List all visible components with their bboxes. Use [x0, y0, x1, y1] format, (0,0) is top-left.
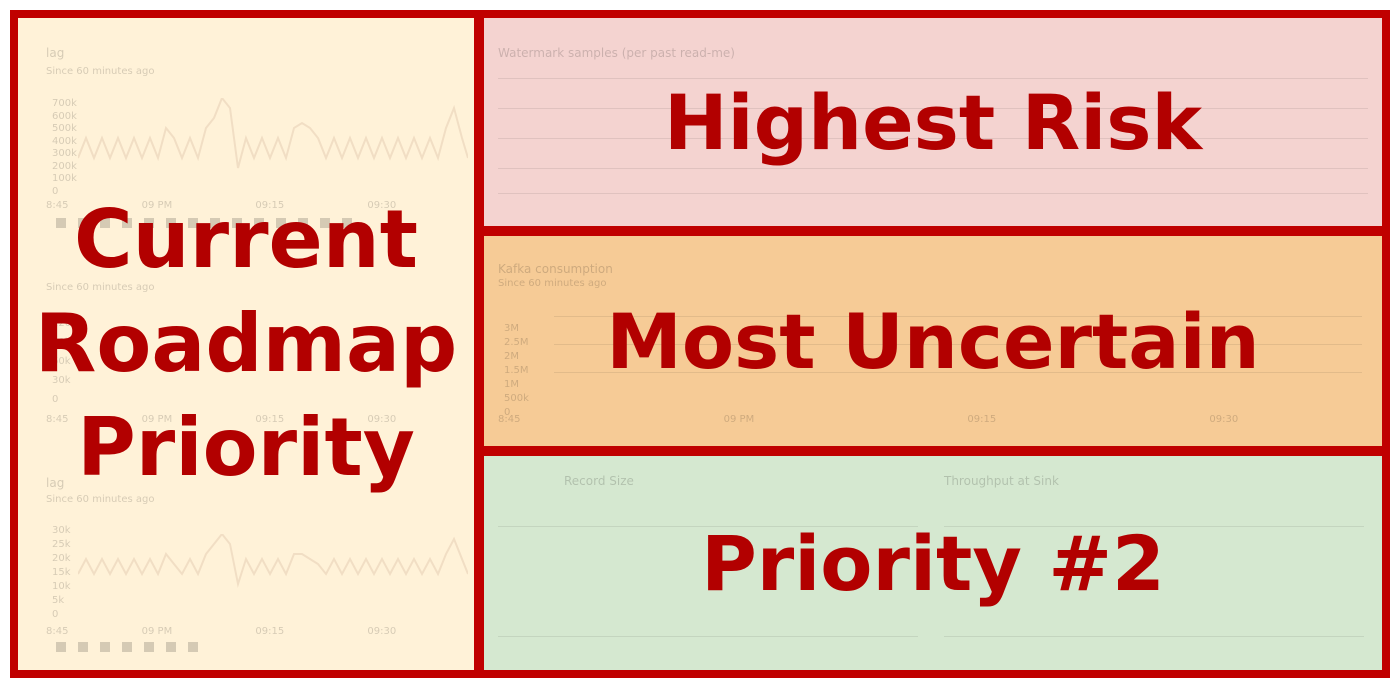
highest-risk-label: Highest Risk [663, 77, 1203, 167]
label-line-current: Current [73, 193, 418, 286]
most-uncertain-label: Most Uncertain [606, 296, 1260, 386]
bottom-chart-line [78, 534, 468, 604]
kafka-chart-x-ticks: 8:45 09 PM 09:15 09:30 [498, 414, 1239, 425]
bottom-chart-x-ticks: 8:45 09 PM 09:15 09:30 [46, 626, 397, 637]
throughput-chart-title: Throughput at Sink [944, 474, 1059, 488]
kafka-chart-subtitle: Since 60 minutes ago [498, 278, 607, 289]
lag-chart-subtitle: Since 60 minutes ago [46, 66, 155, 77]
kafka-chart-y-ticks: 3M 2.5M 2M 1.5M 1M 500k 0 [504, 323, 529, 418]
label-line-priority: Priority [77, 401, 415, 494]
priority-two-label: Priority #2 [701, 518, 1165, 608]
middle-chart-subtitle: Since 60 minutes ago [46, 282, 155, 293]
middle-chart-x-ticks: 8:45 09 PM 09:15 09:30 [46, 414, 397, 425]
lag-chart-y-ticks: 700k 600k 500k 400k 300k 200k 100k 0 [52, 98, 77, 197]
bottom-chart-legend [56, 642, 210, 655]
middle-chart-y-ticks: 120k 90k 60k 30k 0 [52, 318, 77, 405]
current-roadmap-panel: lag Since 60 minutes ago 700k 600k 500k 40… [18, 18, 474, 670]
kafka-chart-title: Kafka consumption [498, 262, 613, 276]
lag-chart-legend [56, 218, 364, 231]
watermark-chart-title: Watermark samples (per past read-me) [498, 46, 735, 60]
lag-chart-x-ticks: 8:45 09 PM 09:15 09:30 [46, 200, 397, 211]
bottom-chart-y-ticks: 30k 25k 20k 15k 10k 5k 0 [52, 525, 71, 620]
quadrant-frame: lag Since 60 minutes ago 700k 600k 500k 40… [10, 10, 1390, 678]
record-size-chart-title: Record Size [564, 474, 634, 488]
bottom-chart-subtitle: Since 60 minutes ago [46, 494, 155, 505]
label-line-roadmap: Roadmap [34, 297, 458, 390]
priority-two-panel: Record Size Throughput at Sink Priority … [484, 456, 1382, 670]
bottom-chart-title: lag [46, 476, 65, 490]
lag-chart-title: lag [46, 46, 65, 60]
lag-chart-line [78, 98, 468, 198]
highest-risk-panel: Watermark samples (per past read-me) Hig… [484, 18, 1382, 226]
current-roadmap-priority-label: Current Roadmap Priority [18, 18, 474, 670]
most-uncertain-panel: Kafka consumption Since 60 minutes ago 3… [484, 236, 1382, 446]
